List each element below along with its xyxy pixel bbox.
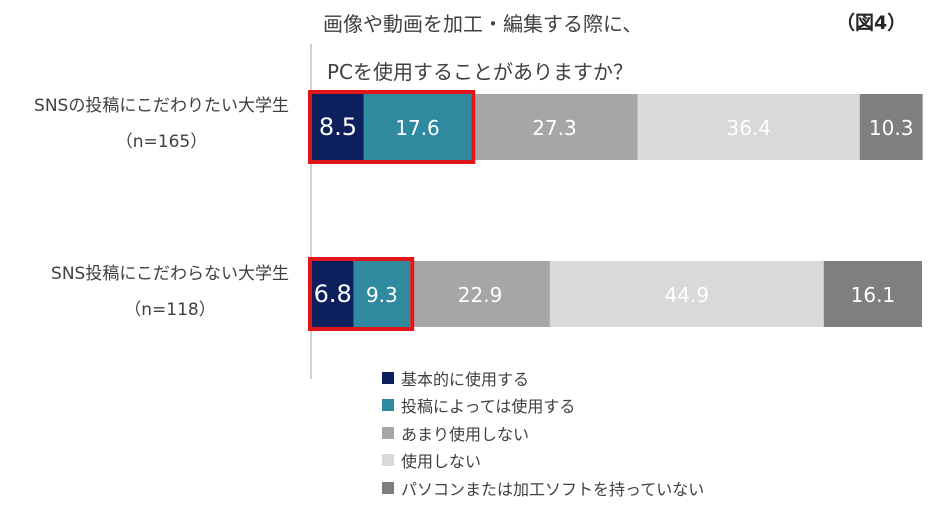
data-label-r1-s3: 27.3 — [532, 116, 577, 140]
legend-label-3: あまり使用しない — [401, 424, 530, 444]
legend: 基本的に使用する 投稿によっては使用する あまり使用しない 使用しない パソコン… — [382, 364, 704, 502]
data-label-r2-s4: 44.9 — [665, 283, 710, 307]
data-label-r1-s1: 8.5 — [319, 113, 357, 141]
bar-segment-r1-s2 — [363, 94, 472, 160]
category-label-2: SNS投稿にこだわらない大学生 （n=118） — [51, 256, 289, 328]
category-axis-line — [310, 44, 312, 379]
data-label-r1-s2: 17.6 — [395, 116, 440, 140]
highlight-box-r1 — [308, 90, 476, 164]
legend-label-1: 基本的に使用する — [401, 369, 530, 389]
bar-segment-r1-s5 — [859, 94, 923, 160]
highlight-box-r2 — [308, 257, 415, 331]
bar-segment-r2-s1 — [312, 261, 354, 327]
bar-segment-r1-s4 — [637, 94, 860, 160]
category-name-2: SNS投稿にこだわらない大学生 — [51, 264, 289, 284]
chart-title-line2: PCを使用することがありますか？ — [327, 60, 634, 84]
data-label-r2-s5: 16.1 — [851, 283, 896, 307]
legend-swatch-3 — [382, 426, 394, 439]
legend-label-4: 使用しない — [401, 452, 482, 472]
bar-segment-r2-s3 — [410, 261, 550, 327]
legend-swatch-4 — [382, 454, 394, 467]
bar-segment-r2-s4 — [549, 261, 824, 327]
legend-label-2: 投稿によっては使用する — [401, 397, 576, 417]
bar-segment-r1-s1 — [312, 94, 364, 160]
category-n-1: （n=165） — [115, 132, 208, 152]
category-n-2: （n=118） — [124, 300, 216, 320]
legend-item-4: 使用しない — [382, 447, 704, 475]
legend-label-5: パソコンまたは加工ソフトを持っていない — [401, 479, 705, 499]
category-label-1: SNSの投稿にこだわりたい大学生 （n=165） — [34, 88, 289, 160]
data-label-r1-s4: 36.4 — [726, 116, 771, 140]
legend-item-5: パソコンまたは加工ソフトを持っていない — [382, 474, 704, 502]
legend-swatch-5 — [382, 481, 394, 494]
figure-number: （図4） — [836, 12, 907, 34]
chart-title-line1: 画像や動画を加工・編集する際に、 — [323, 12, 643, 36]
bar-segment-r2-s2 — [353, 261, 411, 327]
data-label-r1-s5: 10.3 — [869, 116, 914, 140]
category-name-1: SNSの投稿にこだわりたい大学生 — [34, 96, 289, 116]
legend-item-3: あまり使用しない — [382, 419, 704, 447]
legend-item-2: 投稿によっては使用する — [382, 392, 704, 420]
data-label-r2-s3: 22.9 — [458, 283, 503, 307]
data-label-r2-s1: 6.8 — [314, 280, 352, 308]
bar-segment-r1-s3 — [471, 94, 638, 160]
legend-item-1: 基本的に使用する — [382, 364, 704, 392]
legend-swatch-1 — [382, 371, 394, 384]
data-label-r2-s2: 9.3 — [366, 283, 398, 307]
legend-swatch-2 — [382, 399, 394, 412]
bar-segment-r2-s5 — [823, 261, 922, 327]
